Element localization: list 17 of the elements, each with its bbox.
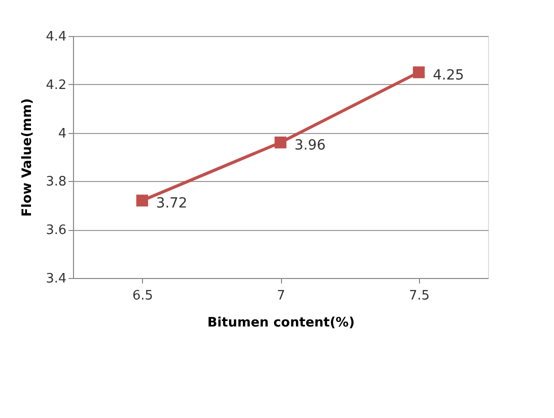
y-tick-label: 4.4 bbox=[46, 30, 66, 44]
y-tick-label: 3.4 bbox=[46, 272, 66, 286]
x-axis-title: Bitumen content(%) bbox=[207, 316, 355, 330]
y-tick-label: 4.2 bbox=[46, 78, 66, 93]
point bbox=[274, 136, 286, 148]
y-tick-label: 3.6 bbox=[46, 223, 66, 238]
x-tick-label: 6.5 bbox=[132, 288, 154, 304]
point bbox=[136, 194, 148, 206]
point bbox=[412, 66, 425, 78]
y-axis-title: Flow Value(mm) bbox=[20, 98, 35, 217]
x-tick-label: 7 bbox=[276, 288, 286, 304]
x-tick-label: 7.5 bbox=[408, 288, 430, 304]
data-label: 3.96 bbox=[294, 137, 326, 154]
data-label: 3.72 bbox=[156, 196, 188, 212]
y-tick-label: 4 bbox=[58, 126, 66, 142]
y-tick-label: 3.8 bbox=[46, 174, 66, 190]
data-label: 4.25 bbox=[432, 67, 464, 84]
